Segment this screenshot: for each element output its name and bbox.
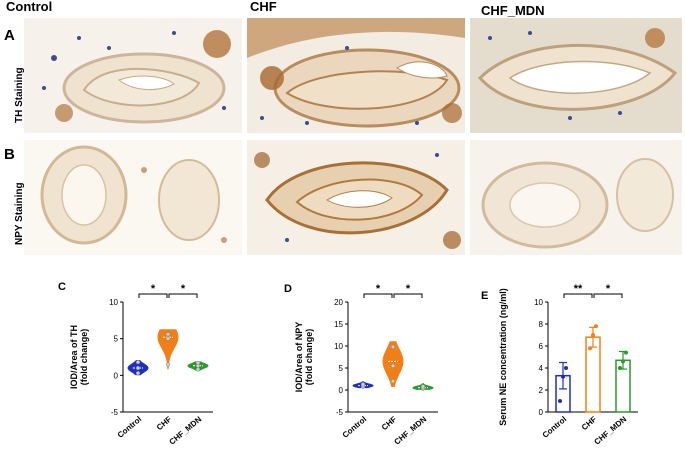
y-axis-label: IOD/Area of NPY(fold change): [294, 322, 314, 393]
micrograph-th-chf: [247, 18, 465, 133]
y-tick-label: 2: [539, 386, 544, 395]
y-axis-label: Serum NE concentration (ng/ml): [498, 288, 508, 426]
significance-label: **: [574, 283, 583, 295]
panel-letter-e: E: [481, 290, 489, 302]
column-title-chf: CHF: [250, 0, 277, 14]
chart-c: IOD/Area of TH(fold change) -5 0 5 10 Control…: [69, 283, 213, 447]
y-tick-label: 6: [539, 342, 544, 351]
data-point: [420, 384, 426, 389]
significance-bracket: [593, 293, 623, 298]
y-tick-label: 0: [114, 371, 119, 380]
row-letter-a: A: [4, 27, 15, 44]
x-tick-label: Control: [341, 415, 369, 440]
chart-d: IOD/Area of NPY(fold change) -5 0 5 10 15 20 Co…: [294, 283, 438, 447]
column-title-control: Control: [6, 0, 53, 14]
data-point: [624, 350, 628, 355]
y-axis-label-line: Serum NE concentration (ng/ml): [498, 288, 508, 426]
y-tick-label: 10: [109, 298, 118, 307]
data-point: [390, 363, 396, 368]
row-letter-b: B: [4, 146, 15, 163]
data-point: [564, 366, 568, 370]
significance-bracket: [363, 293, 393, 298]
significance-label: *: [181, 283, 186, 295]
x-tick-label: Control: [541, 415, 569, 440]
data-point: [594, 324, 598, 329]
y-tick-label: 10: [334, 342, 343, 351]
data-point: [621, 359, 625, 364]
micrograph-th-control: [24, 18, 242, 133]
y-tick-label: 5: [114, 335, 119, 344]
micrograph-npy-control: [24, 140, 242, 255]
y-tick-label: 15: [334, 320, 343, 329]
y-tick-label: -5: [336, 408, 344, 417]
data-point: [195, 367, 201, 372]
significance-bracket: [393, 293, 423, 298]
x-tick-label: Control: [116, 415, 144, 440]
x-tick-label: CHF_MDN: [593, 414, 629, 446]
x-tick-label: CHF_MDN: [393, 414, 429, 446]
y-axis-label-line: (fold change): [304, 329, 314, 386]
y-tick-label: 8: [539, 320, 544, 329]
data-point: [390, 344, 396, 349]
micrograph-th-chf-mdn: [470, 18, 682, 133]
micrograph-npy-chf-mdn: [470, 140, 682, 255]
y-tick-label: 0: [339, 386, 344, 395]
chart-e: Serum NE concentration (ng/ml) 0 2 4 6 8 10 Con…: [498, 283, 638, 447]
data-point: [558, 399, 562, 403]
y-tick-label: -5: [111, 408, 119, 417]
y-axis-label-line: IOD/Area of NPY: [294, 322, 304, 393]
x-tick-label: CHF: [380, 415, 398, 433]
significance-bracket: [138, 293, 168, 298]
y-tick-label: 0: [539, 408, 544, 417]
significance-label: *: [406, 283, 411, 295]
y-tick-label: 20: [334, 298, 343, 307]
data-point: [195, 360, 201, 365]
data-point: [588, 346, 592, 351]
y-axis-label: IOD/Area of TH(fold change): [69, 325, 89, 389]
x-tick-label: CHF_MDN: [168, 414, 204, 446]
data-point: [360, 382, 366, 387]
data-point: [390, 379, 396, 384]
data-point: [165, 362, 171, 367]
violin-body: [157, 329, 179, 370]
data-point: [165, 332, 171, 337]
significance-label: *: [376, 283, 381, 295]
micrograph-npy-chf: [247, 140, 465, 255]
x-tick-label: CHF: [155, 415, 173, 433]
panel-letter-c: C: [58, 281, 66, 293]
data-point: [135, 371, 141, 376]
y-tick-label: 4: [539, 364, 544, 373]
y-axis-label-line: (fold change): [79, 329, 89, 386]
panel-letter-d: D: [284, 283, 292, 295]
data-point: [591, 333, 595, 337]
significance-label: *: [151, 283, 156, 295]
data-point: [165, 336, 171, 341]
data-point: [618, 366, 622, 370]
significance-bracket: [563, 293, 593, 298]
y-axis-label-line: IOD/Area of TH: [69, 325, 79, 389]
data-point: [135, 360, 141, 365]
data-point: [135, 365, 141, 371]
significance-bracket: [168, 293, 198, 298]
y-tick-label: 5: [339, 364, 344, 373]
column-title-chf-mdn: CHF_MDN: [481, 3, 545, 18]
x-tick-label: CHF: [580, 415, 598, 433]
y-tick-label: 10: [534, 298, 543, 307]
data-point: [561, 374, 565, 379]
significance-label: *: [606, 283, 611, 295]
